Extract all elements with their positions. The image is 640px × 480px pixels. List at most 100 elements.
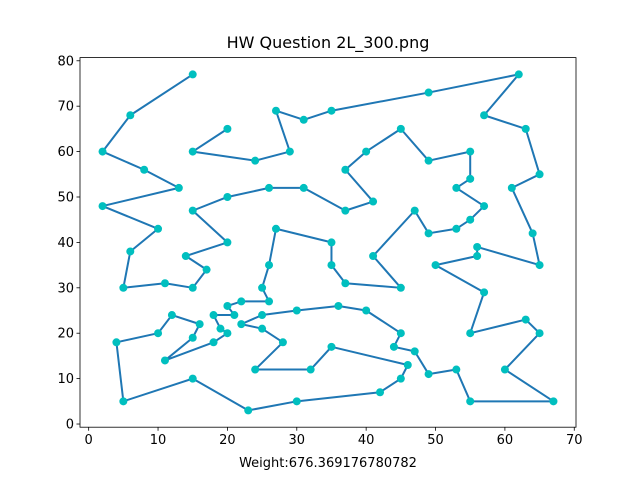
- point: [126, 111, 135, 120]
- point: [160, 356, 169, 365]
- point: [341, 206, 350, 215]
- point: [285, 147, 294, 156]
- point: [223, 329, 232, 338]
- point: [396, 329, 405, 338]
- point: [362, 147, 371, 156]
- point: [209, 311, 218, 320]
- point: [466, 215, 475, 224]
- point: [223, 192, 232, 201]
- point: [230, 311, 239, 320]
- point: [341, 279, 350, 288]
- plot-frame: [79, 57, 577, 428]
- point: [174, 183, 183, 192]
- point: [521, 124, 530, 133]
- point: [466, 397, 475, 406]
- point: [327, 238, 336, 247]
- point: [251, 365, 260, 374]
- point: [334, 301, 343, 310]
- point: [202, 265, 211, 274]
- x-tick-label: 50: [427, 433, 444, 448]
- point: [473, 242, 482, 251]
- point: [195, 320, 204, 329]
- point: [126, 247, 135, 256]
- point: [265, 261, 274, 270]
- point: [452, 183, 461, 192]
- point: [389, 342, 398, 351]
- point: [188, 206, 197, 215]
- point: [327, 261, 336, 270]
- y-tick-label: 60: [57, 145, 74, 160]
- point: [258, 324, 267, 333]
- point: [119, 283, 128, 292]
- point: [299, 183, 308, 192]
- y-tick-label: 10: [57, 372, 74, 387]
- point: [362, 306, 371, 315]
- y-tick-label: 30: [57, 281, 74, 296]
- point: [237, 297, 246, 306]
- point: [403, 360, 412, 369]
- point: [271, 224, 280, 233]
- point: [424, 156, 433, 165]
- point: [424, 229, 433, 238]
- point: [244, 406, 253, 415]
- point: [396, 124, 405, 133]
- point: [396, 283, 405, 292]
- point: [140, 165, 149, 174]
- point: [528, 229, 537, 238]
- y-tick-label: 80: [57, 54, 74, 69]
- point: [188, 70, 197, 79]
- point: [424, 88, 433, 97]
- point: [181, 252, 190, 261]
- point: [480, 288, 489, 297]
- point: [376, 388, 385, 397]
- point: [188, 147, 197, 156]
- point: [369, 252, 378, 261]
- point: [167, 311, 176, 320]
- point: [271, 106, 280, 115]
- point: [223, 301, 232, 310]
- point: [507, 183, 516, 192]
- point: [480, 111, 489, 120]
- point: [160, 279, 169, 288]
- y-tick-label: 20: [57, 327, 74, 342]
- point: [292, 306, 301, 315]
- point: [424, 370, 433, 379]
- point: [292, 397, 301, 406]
- point: [500, 365, 509, 374]
- point: [514, 70, 523, 79]
- point: [209, 338, 218, 347]
- point: [216, 324, 225, 333]
- point: [188, 374, 197, 383]
- x-axis-label: Weight:676.369176780782: [239, 456, 417, 471]
- point: [431, 261, 440, 270]
- x-tick-label: 70: [566, 433, 583, 448]
- point: [369, 197, 378, 206]
- y-tick-label: 70: [57, 100, 74, 115]
- point: [535, 170, 544, 179]
- point: [258, 283, 267, 292]
- point: [188, 333, 197, 342]
- point: [396, 374, 405, 383]
- y-tick-label: 0: [66, 418, 74, 433]
- point: [223, 124, 232, 133]
- y-tick-label: 40: [57, 236, 74, 251]
- point: [278, 338, 287, 347]
- point: [535, 329, 544, 338]
- point: [466, 174, 475, 183]
- point: [410, 347, 419, 356]
- point: [327, 342, 336, 351]
- point: [535, 261, 544, 270]
- point: [258, 311, 267, 320]
- chart-title: HW Question 2L_300.png: [227, 33, 430, 53]
- point: [549, 397, 558, 406]
- y-tick-label: 50: [57, 190, 74, 205]
- x-tick-label: 10: [150, 433, 167, 448]
- point: [188, 283, 197, 292]
- point: [480, 202, 489, 211]
- point: [341, 165, 350, 174]
- point: [98, 202, 107, 211]
- point: [299, 115, 308, 124]
- point: [521, 315, 530, 324]
- point: [119, 397, 128, 406]
- point: [154, 224, 163, 233]
